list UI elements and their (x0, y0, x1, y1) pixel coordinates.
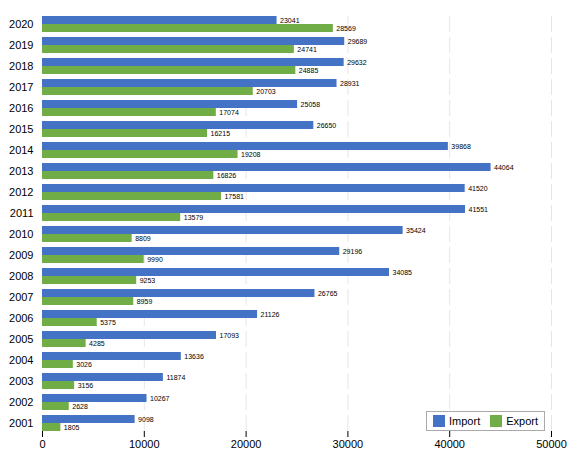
svg-text:8809: 8809 (135, 235, 151, 242)
svg-text:0: 0 (39, 438, 45, 450)
svg-text:2015: 2015 (9, 123, 33, 135)
svg-text:11874: 11874 (166, 374, 185, 381)
svg-text:19208: 19208 (241, 151, 261, 158)
svg-text:20000: 20000 (231, 438, 262, 450)
svg-text:16215: 16215 (211, 130, 231, 137)
svg-text:2018: 2018 (9, 60, 33, 72)
svg-text:29689: 29689 (348, 38, 368, 45)
svg-text:2014: 2014 (9, 144, 33, 156)
svg-text:24885: 24885 (299, 67, 319, 74)
html-text:Export: Export (506, 415, 538, 427)
svg-text:35424: 35424 (406, 227, 426, 234)
svg-text:5375: 5375 (100, 319, 116, 326)
svg-text:2020: 2020 (9, 18, 33, 30)
svg-text:50000: 50000 (536, 438, 567, 450)
svg-text:2003: 2003 (9, 375, 33, 387)
svg-text:10000: 10000 (129, 438, 160, 450)
svg-text:2002: 2002 (9, 396, 33, 408)
svg-text:8959: 8959 (137, 298, 153, 305)
svg-text:3026: 3026 (76, 361, 92, 368)
svg-text:34085: 34085 (392, 269, 412, 276)
svg-text:2017: 2017 (9, 81, 33, 93)
svg-text:13579: 13579 (184, 214, 204, 221)
svg-text:2016: 2016 (9, 102, 33, 114)
svg-text:30000: 30000 (333, 438, 364, 450)
svg-text:16826: 16826 (217, 172, 237, 179)
svg-text:40000: 40000 (434, 438, 465, 450)
svg-text:26765: 26765 (318, 290, 338, 297)
svg-text:21126: 21126 (261, 311, 280, 318)
svg-text:13636: 13636 (184, 353, 204, 360)
svg-text:9098: 9098 (138, 416, 154, 423)
svg-text:2012: 2012 (9, 186, 33, 198)
svg-text:26650: 26650 (317, 122, 337, 129)
svg-text:2013: 2013 (9, 165, 33, 177)
svg-text:24741: 24741 (297, 46, 317, 53)
svg-text:2008: 2008 (9, 270, 33, 282)
svg-text:4285: 4285 (89, 340, 105, 347)
svg-text:2005: 2005 (9, 333, 33, 345)
svg-text:29196: 29196 (343, 248, 363, 255)
svg-text:2004: 2004 (9, 354, 33, 366)
svg-text:2011: 2011 (10, 207, 34, 219)
svg-text:2019: 2019 (9, 39, 33, 51)
svg-text:1805: 1805 (64, 424, 80, 431)
svg-text:41551: 41551 (468, 206, 488, 213)
svg-text:17074: 17074 (219, 109, 239, 116)
svg-text:20703: 20703 (256, 88, 276, 95)
svg-text:39868: 39868 (451, 143, 471, 150)
svg-text:2628: 2628 (72, 403, 88, 410)
svg-text:2006: 2006 (9, 312, 33, 324)
svg-text:9253: 9253 (140, 277, 156, 284)
svg-text:44064: 44064 (494, 164, 514, 171)
svg-text:25058: 25058 (301, 101, 321, 108)
svg-text:2007: 2007 (9, 291, 33, 303)
svg-text:2009: 2009 (9, 249, 33, 261)
svg-text:28931: 28931 (340, 80, 360, 87)
svg-text:28569: 28569 (336, 25, 356, 32)
svg-text:9990: 9990 (147, 256, 163, 263)
svg-text:29632: 29632 (347, 59, 367, 66)
svg-text:17581: 17581 (224, 193, 244, 200)
svg-text:41520: 41520 (468, 185, 488, 192)
svg-text:2010: 2010 (9, 228, 33, 240)
svg-text:2001: 2001 (9, 417, 33, 429)
svg-text:17093: 17093 (220, 332, 240, 339)
svg-text:10267: 10267 (150, 395, 170, 402)
svg-text:23041: 23041 (280, 17, 300, 24)
svg-text:3156: 3156 (78, 382, 94, 389)
html-text:Import: Import (449, 415, 481, 427)
